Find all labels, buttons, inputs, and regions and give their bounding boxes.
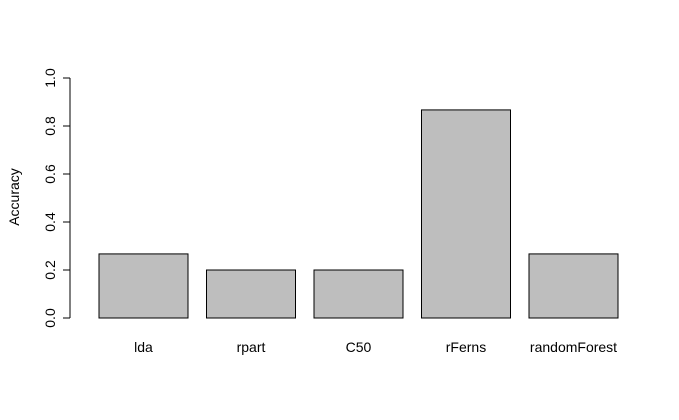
bar-lda: [98, 253, 189, 319]
bar-randomForest: [528, 253, 619, 319]
x-tick-label: rFerns: [446, 339, 486, 355]
x-tick-label: rpart: [237, 339, 266, 355]
y-tick-label: 1.0: [42, 68, 58, 88]
bar-rFerns: [421, 109, 511, 319]
x-tick-label: randomForest: [530, 339, 617, 355]
y-tick-label: 0.2: [42, 260, 58, 280]
x-axis-labels: lda rpart C50 rFerns randomForest: [134, 339, 617, 355]
y-tick-label: 0.6: [42, 164, 58, 184]
x-tick-label: lda: [134, 339, 153, 355]
x-tick-label: C50: [346, 339, 372, 355]
y-axis-label: Accuracy: [6, 168, 22, 226]
y-tick-label: 0.0: [42, 308, 58, 328]
bar-rpart: [206, 269, 296, 319]
y-tick-label: 0.8: [42, 116, 58, 136]
y-axis: 0.0 0.2 0.4 0.6 0.8 1.0: [42, 68, 71, 328]
bar-C50: [313, 269, 404, 319]
bars-group: [98, 109, 619, 319]
y-tick-label: 0.4: [42, 212, 58, 232]
